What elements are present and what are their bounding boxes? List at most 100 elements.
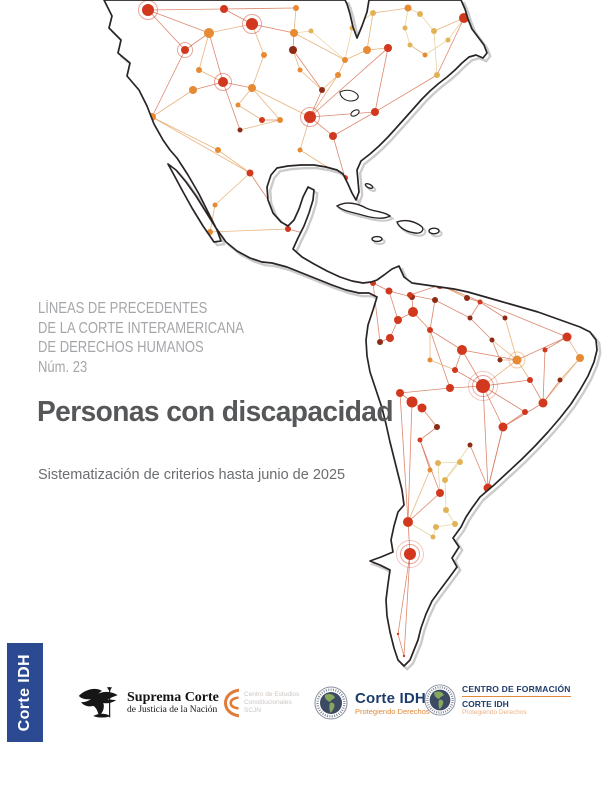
network-edge (429, 359, 456, 371)
network-edge (433, 17, 465, 32)
network-node (489, 337, 495, 343)
network-node (452, 367, 458, 373)
network-node (290, 29, 298, 37)
network-node (522, 409, 528, 415)
network-edge (309, 111, 376, 118)
network-node (142, 4, 154, 16)
network-edge (504, 317, 518, 361)
network-edge (502, 402, 544, 428)
network-edge (419, 13, 435, 32)
network-edge (404, 27, 411, 46)
network-node-ring (472, 375, 494, 397)
network-edge (419, 439, 431, 471)
network-node (370, 10, 376, 16)
network-edge (407, 469, 431, 523)
network-edge (374, 47, 389, 113)
network-edge (407, 492, 441, 523)
spine-banner: Corte IDH (7, 643, 43, 742)
network-edge (437, 462, 441, 494)
network-node (204, 28, 214, 38)
network-node (427, 327, 433, 333)
network-node (259, 117, 265, 123)
network-edge (299, 69, 323, 91)
network-node (289, 46, 297, 54)
network-node-ring (396, 540, 424, 568)
cec-line: Constitucionales (244, 699, 292, 706)
network-edge (397, 553, 411, 635)
network-edge (437, 461, 461, 464)
formacion-title: CENTRO DE FORMACIÓN (462, 684, 571, 697)
network-edge (309, 47, 389, 118)
corteidh-tagline: Protegiendo Derechos (355, 706, 430, 716)
network-node (443, 507, 449, 513)
network-edge (319, 237, 323, 263)
network-node (407, 292, 413, 298)
network-node (248, 84, 256, 92)
network-edge (482, 359, 518, 387)
scjn-logo: Suprema Corte de Justicia de la Nación (76, 684, 219, 722)
cec-mark-icon (224, 688, 239, 718)
cec-line: SCJN (244, 707, 261, 714)
series-line: Núm. 23 (38, 358, 88, 376)
network-edge (214, 172, 251, 206)
network-edge (239, 119, 281, 131)
network-edge (482, 385, 489, 489)
network-edge (491, 339, 518, 361)
network-node (557, 377, 563, 383)
network-node (576, 354, 584, 362)
network-node (335, 72, 341, 78)
network-node (237, 127, 243, 133)
network-node (402, 654, 406, 658)
globe-icon (424, 684, 456, 716)
network-node (527, 377, 533, 383)
network-edge (487, 426, 504, 489)
network-node (442, 477, 448, 483)
network-edge (251, 87, 311, 118)
network-node (498, 422, 508, 432)
network-edge (374, 74, 438, 113)
network-edge (223, 7, 297, 10)
network-node (220, 5, 228, 13)
network-node-ring (468, 371, 498, 401)
network-node (196, 67, 202, 73)
network-edge (151, 49, 186, 118)
network-edge (344, 49, 368, 61)
network-edge (542, 349, 546, 404)
great-lakes (339, 89, 360, 117)
network-node (385, 287, 393, 295)
network-node (431, 28, 437, 34)
network-edge (151, 89, 194, 118)
network-node (502, 315, 508, 321)
cec-line: Centro de Estudios (244, 691, 300, 698)
eagle-icon (78, 687, 118, 718)
network-node (218, 77, 228, 87)
network-node (377, 339, 383, 345)
network-edge (292, 49, 323, 91)
network-node-ring (508, 351, 526, 369)
network-node (404, 548, 416, 560)
network-node (433, 524, 439, 530)
network-node (408, 307, 418, 317)
network-edge (399, 392, 409, 523)
network-edge (433, 30, 438, 76)
network-edge (321, 74, 339, 91)
network-edge (293, 32, 346, 61)
network-edge (559, 357, 581, 381)
network-edge (366, 12, 374, 51)
network-edge (332, 135, 346, 179)
network-node (235, 102, 241, 108)
network-node (371, 108, 379, 116)
network-edge (397, 633, 405, 657)
network-edge (217, 149, 251, 174)
network-node (407, 42, 413, 48)
network-node (404, 4, 412, 12)
series-line: DE LA CORTE INTERAMERICANA (38, 319, 244, 337)
network-edge (309, 74, 339, 118)
network-node (319, 235, 325, 241)
network-node (542, 347, 548, 353)
corteidh-name: Corte IDH (355, 689, 426, 707)
network-node (403, 517, 413, 527)
network-node (464, 295, 470, 301)
network-edge (482, 379, 531, 387)
